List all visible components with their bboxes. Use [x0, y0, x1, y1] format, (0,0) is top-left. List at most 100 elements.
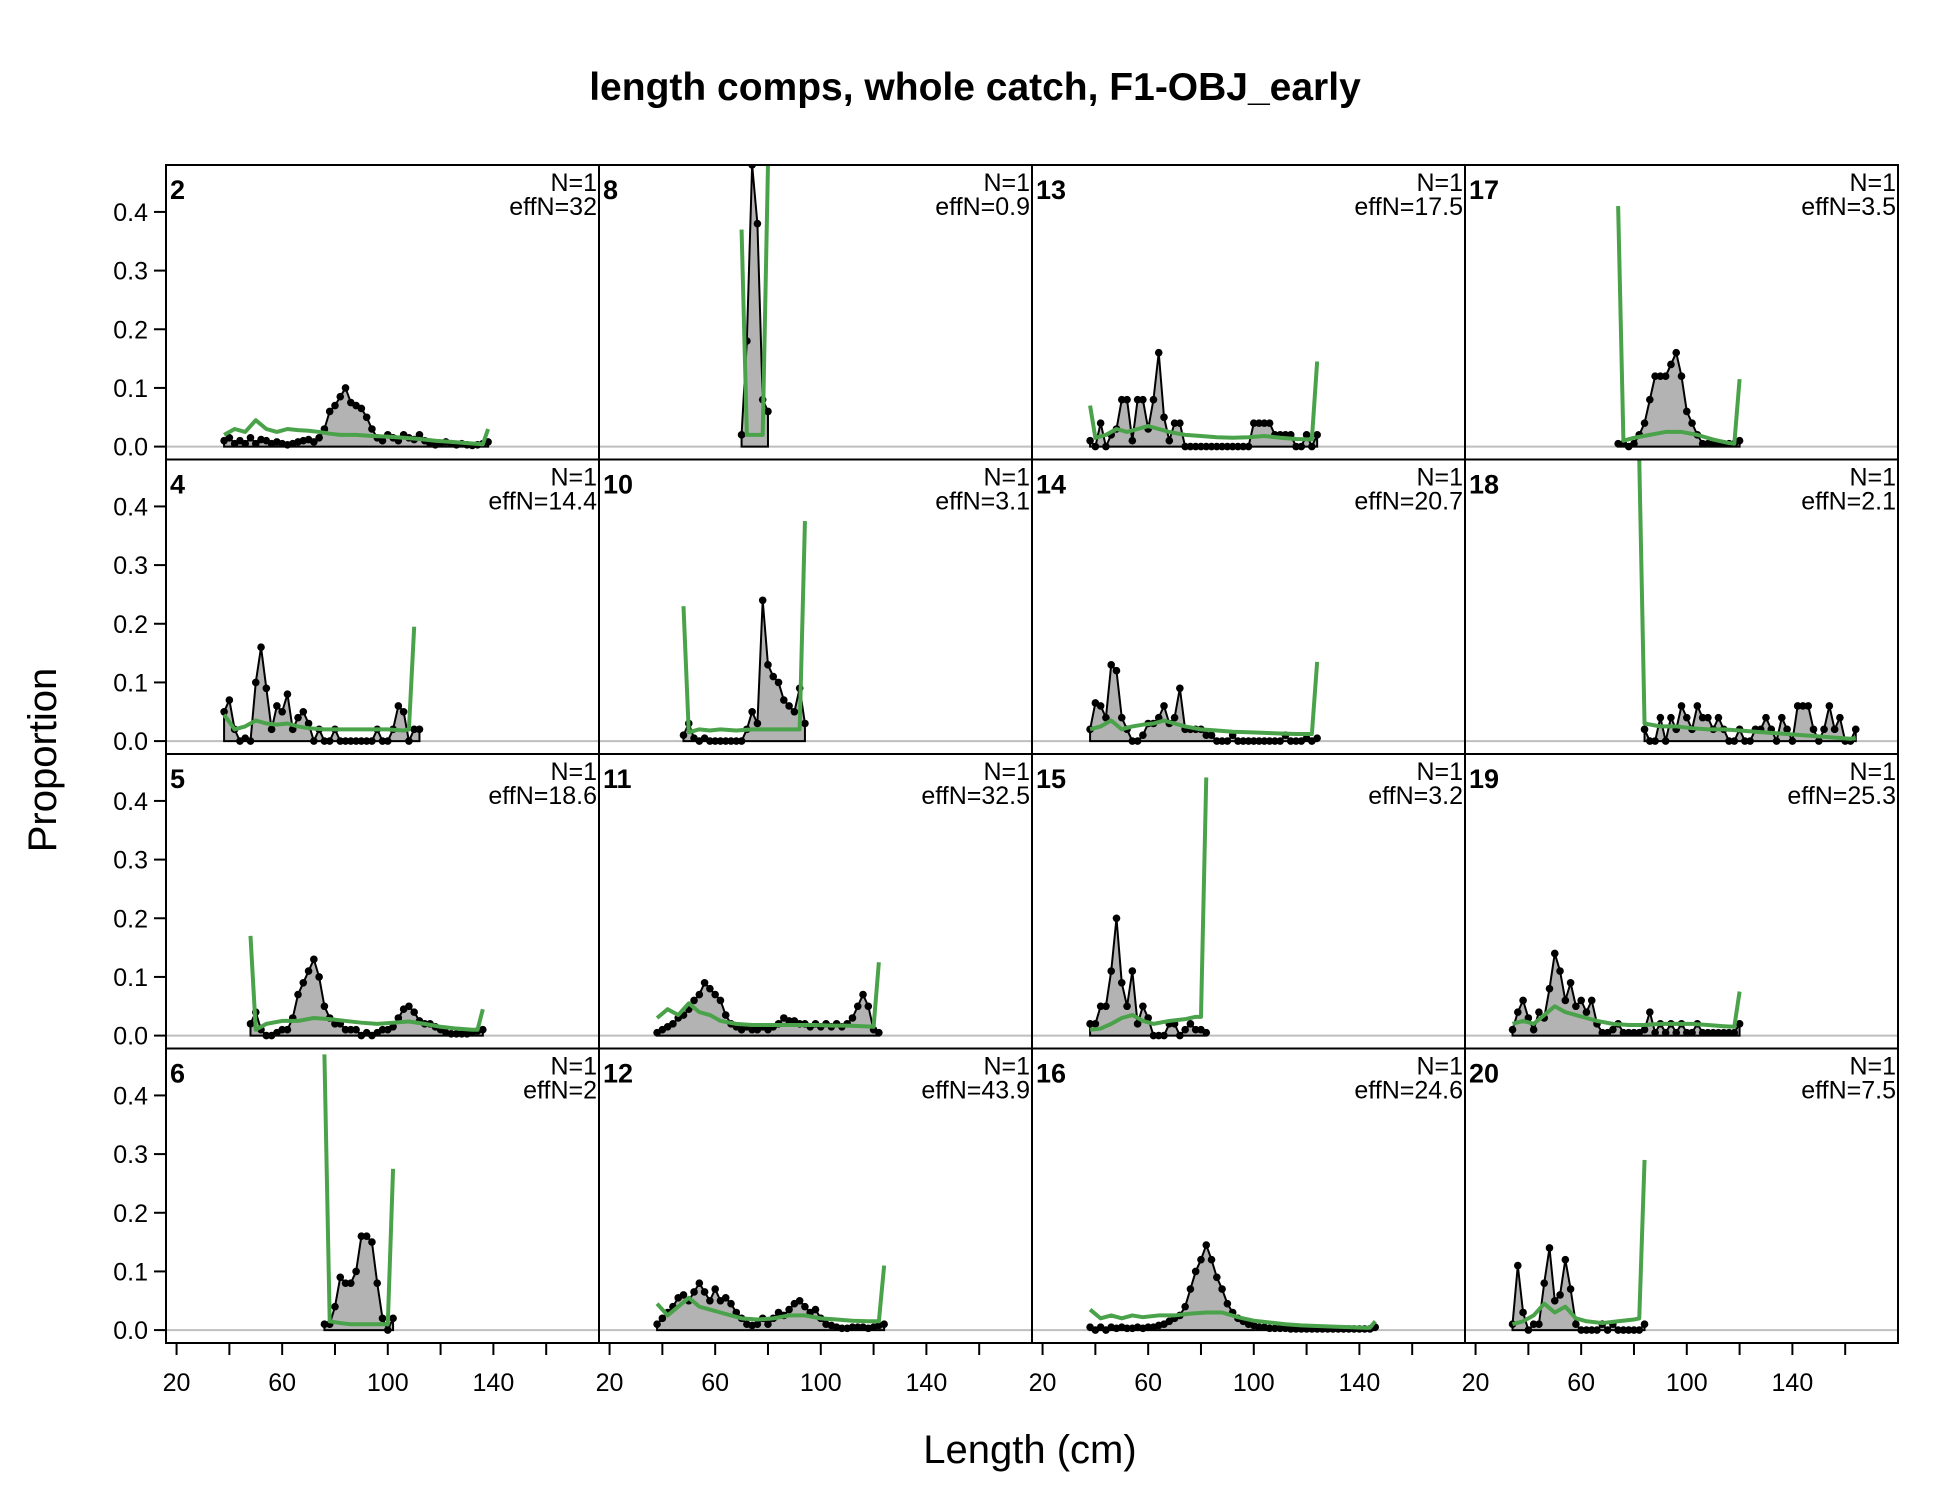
y-tick-label: 0.2 [113, 905, 148, 933]
observed-point [711, 737, 719, 745]
observed-point [1139, 395, 1147, 404]
observed-point [341, 1279, 350, 1287]
observed-point [1102, 1002, 1110, 1011]
observed-point [357, 737, 366, 745]
observed-point [1160, 1031, 1168, 1040]
observed-point [1292, 737, 1300, 745]
panel-n-text: N=1 [550, 464, 597, 492]
panel-n-text: N=1 [1849, 169, 1896, 197]
observed-point [1688, 1028, 1696, 1037]
panel-effn-text: effN=3.2 [1368, 782, 1463, 810]
observed-point [1218, 1285, 1226, 1293]
observed-point [1698, 1028, 1707, 1037]
observed-point [700, 978, 709, 987]
observed-point [383, 1326, 392, 1334]
observed-point [1276, 1324, 1284, 1333]
observed-point [1249, 737, 1258, 745]
observed-point [1778, 713, 1786, 722]
observed-point [1793, 702, 1802, 710]
observed-point [225, 696, 234, 704]
observed-point [1112, 666, 1121, 675]
observed-point [1213, 442, 1221, 451]
observed-point [1286, 1325, 1295, 1333]
observed-point [737, 431, 746, 439]
observed-point [653, 1320, 661, 1329]
panel-label: 8 [603, 175, 618, 205]
observed-point [1529, 1320, 1538, 1329]
observed-point [1783, 725, 1791, 734]
observed-point [1561, 1255, 1570, 1264]
observed-point [452, 1030, 461, 1038]
observed-point [410, 1008, 418, 1016]
observed-point [1688, 419, 1696, 427]
observed-point [1598, 1028, 1607, 1037]
observed-point [1814, 737, 1823, 745]
panel-plot-area [1465, 459, 1898, 745]
observed-point [304, 719, 313, 728]
observed-point [320, 1002, 329, 1011]
observed-point [748, 1025, 756, 1034]
panel-plot-area [599, 1265, 1032, 1333]
observed-point [1619, 1028, 1628, 1037]
y-axis-title: Proportion [21, 668, 65, 853]
observed-point [410, 725, 418, 734]
observed-point [785, 702, 793, 710]
expected-line [1088, 361, 1320, 442]
observed-point [1566, 1285, 1575, 1293]
observed-point [241, 439, 250, 448]
panel-plot-area [1465, 1159, 1898, 1334]
panel-n-text: N=1 [1849, 758, 1896, 786]
observed-point [315, 973, 323, 981]
observed-point [1191, 1267, 1200, 1276]
y-tick-label: 0.0 [113, 1317, 148, 1345]
observed-point [1302, 431, 1311, 439]
observed-point [1804, 702, 1813, 710]
observed-point [1661, 1028, 1670, 1037]
observed-point [1735, 436, 1744, 445]
observed-point [1704, 439, 1712, 448]
panel-label: 14 [1036, 470, 1066, 500]
observed-point [732, 737, 741, 745]
panel-plot-area [1465, 206, 1898, 451]
observed-point [706, 737, 714, 745]
observed-point [251, 439, 260, 448]
observed-point [1271, 1324, 1279, 1333]
observed-point [838, 1324, 846, 1333]
observed-point [1149, 395, 1158, 404]
panel-plot-area [599, 962, 1032, 1037]
x-tick-label: 20 [1029, 1369, 1057, 1397]
observed-point [1682, 713, 1691, 722]
observed-point [853, 1002, 862, 1011]
observed-point [1619, 1326, 1628, 1334]
observed-point [1091, 442, 1100, 451]
observed-point [1165, 436, 1174, 445]
x-tick-label: 100 [800, 1369, 842, 1397]
observed-point [341, 1025, 350, 1034]
observed-point [1202, 442, 1211, 451]
observed-point [1255, 1323, 1263, 1331]
panel-plot-area [166, 935, 599, 1040]
observed-point [1223, 442, 1232, 451]
y-tick-label: 0.0 [113, 728, 148, 756]
observed-point [1096, 419, 1105, 427]
panel-n-text: N=1 [1416, 169, 1463, 197]
observed-point [695, 1279, 704, 1287]
observed-point [246, 737, 255, 745]
expected-line [1511, 1159, 1647, 1327]
observed-point [1682, 1028, 1691, 1037]
observed-point [299, 978, 308, 987]
observed-point [1519, 996, 1527, 1005]
observed-point [1117, 978, 1126, 987]
panel-label: 18 [1469, 470, 1499, 500]
x-axis-title: Length (cm) [923, 1428, 1136, 1472]
expected-line [322, 1054, 396, 1327]
observed-point [1249, 419, 1258, 427]
panel-label: 10 [603, 470, 633, 500]
expected-line [681, 521, 807, 735]
observed-point [853, 1323, 862, 1331]
expected-line [655, 1265, 887, 1324]
observed-point [1624, 1326, 1633, 1334]
observed-point [1228, 442, 1237, 451]
x-tick-label: 60 [701, 1369, 729, 1397]
